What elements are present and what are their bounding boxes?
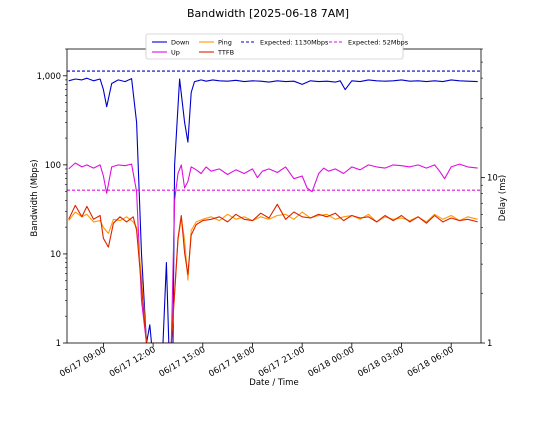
chart-title: Bandwidth [2025-06-18 7AM] — [187, 7, 349, 20]
x-axis-label: Date / Time — [249, 378, 298, 388]
y-axis-label-left: Bandwidth (Mbps) — [30, 159, 40, 236]
y-right-tick-label: 1 — [487, 339, 492, 349]
y-left-tick-label: 1,000 — [37, 72, 61, 82]
legend-label: TTFB — [217, 49, 234, 57]
x-tick-label: 06/18 00:00 — [307, 345, 357, 380]
legend-box — [145, 33, 404, 60]
y-right-tick-label: 10 — [487, 174, 498, 184]
series-line-down — [68, 77, 478, 343]
plot-frame — [66, 48, 482, 344]
legend-label: Down — [171, 39, 189, 47]
y-left-tick-label: 10 — [50, 250, 61, 260]
series-line-ping — [68, 211, 478, 343]
x-tick-label: 06/17 18:00 — [207, 345, 257, 380]
x-tick-label: 06/17 15:00 — [158, 345, 208, 380]
x-tick-label: 06/17 09:00 — [58, 345, 108, 380]
legend-label: Expected: 1130Mbps — [260, 39, 329, 47]
series-line-up — [68, 162, 478, 343]
legend-label: Ping — [218, 39, 232, 47]
y-axis-label-right: Delay (ms) — [498, 175, 508, 221]
x-tick-label: 06/18 03:00 — [356, 345, 406, 380]
y-left-tick-label: 100 — [45, 161, 61, 171]
legend-label: Up — [171, 49, 180, 57]
series-line-ttfb — [68, 203, 478, 343]
x-tick-label: 06/17 12:00 — [108, 345, 158, 380]
legend: Down Up Ping TTFB Expected: 1130Mbps Expected… — [145, 33, 409, 60]
x-tick-label: 06/18 06:00 — [406, 345, 456, 380]
legend-label: Expected: 52Mbps — [348, 39, 409, 47]
y-left-tick-label: 1 — [56, 339, 61, 349]
x-tick-label: 06/17 21:00 — [257, 345, 307, 380]
